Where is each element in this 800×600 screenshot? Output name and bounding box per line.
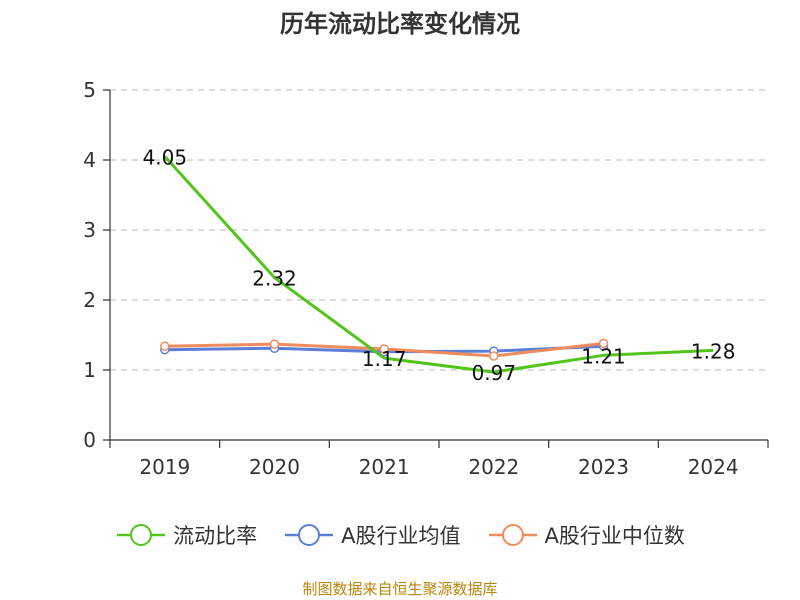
data-label: 1.17 — [362, 347, 407, 371]
legend-marker-icon — [117, 524, 166, 546]
data-point — [379, 344, 389, 354]
x-tick-label: 2020 — [249, 455, 300, 479]
y-tick-label: 3 — [83, 218, 96, 242]
x-tick-label: 2021 — [359, 455, 410, 479]
chart-title: 历年流动比率变化情况 — [280, 10, 520, 38]
y-tick-label: 1 — [83, 358, 96, 382]
data-label: 2.32 — [252, 267, 297, 291]
y-tick-label: 5 — [83, 78, 96, 102]
x-tick-label: 2024 — [688, 455, 739, 479]
data-point — [160, 341, 170, 351]
footer-source: 制图数据来自恒生聚源数据库 — [302, 580, 498, 598]
legend-label: A股行业中位数 — [544, 524, 685, 548]
y-tick-label: 0 — [83, 428, 96, 452]
data-point — [269, 339, 280, 349]
legend-marker-icon — [488, 524, 537, 546]
y-tick-label: 2 — [83, 288, 96, 312]
legend-marker-icon — [285, 524, 334, 546]
series-line — [163, 155, 714, 374]
legend-circle — [501, 524, 524, 546]
x-tick-label: 2019 — [139, 455, 190, 479]
data-label: 1.28 — [691, 339, 736, 363]
data-label: 0.97 — [472, 361, 517, 385]
y-tick-label: 4 — [83, 148, 96, 172]
legend-circle — [130, 524, 153, 546]
x-tick-label: 2022 — [468, 455, 519, 479]
legend-item[interactable]: A股行业均值 — [283, 520, 461, 550]
data-label: 1.21 — [581, 344, 626, 368]
data-label: 4.05 — [143, 146, 188, 170]
legend-circle — [298, 524, 321, 546]
legend-label: A股行业均值 — [341, 524, 461, 548]
data-point — [598, 338, 609, 349]
legend-item[interactable]: 流动比率 — [115, 520, 257, 550]
legend-label: 流动比率 — [173, 524, 258, 548]
legend: 流动比率 A股行业均值 A股行业中位数 — [0, 520, 800, 550]
legend-item[interactable]: A股行业中位数 — [487, 520, 685, 550]
x-tick-label: 2023 — [578, 455, 629, 479]
data-point — [489, 351, 499, 361]
